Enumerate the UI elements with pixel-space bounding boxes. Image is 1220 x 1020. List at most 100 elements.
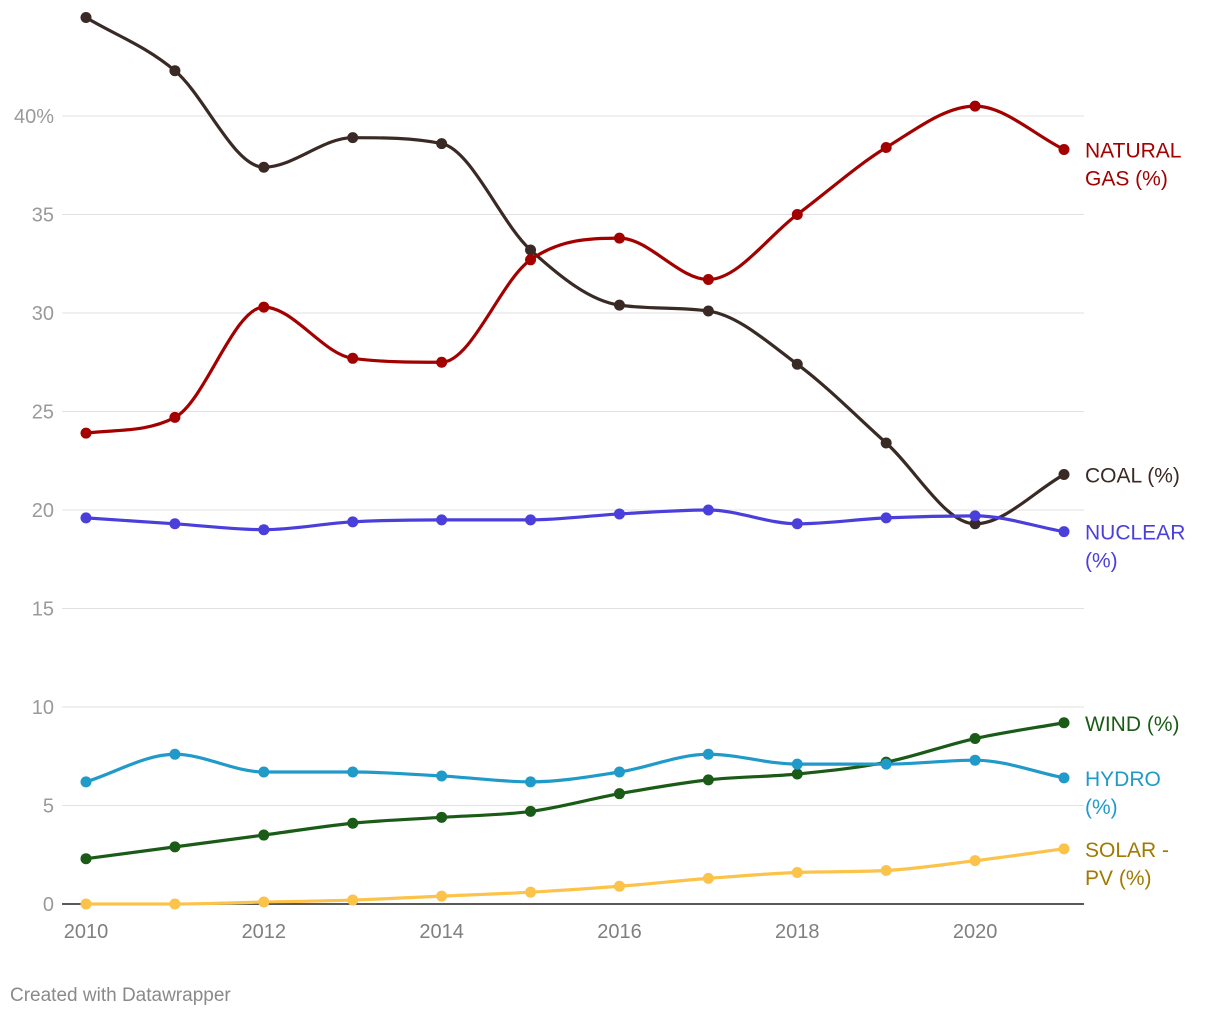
solar-pv-label: PV (%) [1085,867,1152,890]
hydro-label: (%) [1085,796,1118,819]
coal-point [525,244,537,256]
coal-point [613,299,625,311]
natural-gas-point [436,356,448,368]
wind-line [84,721,1066,861]
y-tick-label: 20 [32,500,54,522]
solar-pv-label: SOLAR - [1085,839,1169,862]
natural-gas-point [969,100,981,112]
wind-point [1058,717,1070,729]
y-axis: 0 5 10 15 20 25 30 35 40% [14,106,54,916]
nuclear-point [347,516,359,528]
x-tick-label: 2010 [64,921,109,943]
solar-pv-point [880,865,892,877]
x-tick-label: 2012 [242,921,287,943]
x-tick-label: 2018 [775,921,820,943]
gridlines [62,115,1084,905]
y-tick-label: 40% [14,106,54,128]
solar-pv-point [791,866,803,878]
nuclear-point [258,524,270,536]
wind-point [80,853,92,865]
x-tick-label: 2014 [419,921,464,943]
y-tick-label: 5 [43,796,54,818]
coal-point [791,358,803,370]
series-labels: COAL (%) NATURAL GAS (%) NUCLEAR (%) WIND (%)… [1085,139,1185,889]
nuclear-line [84,508,1066,534]
y-tick-label: 0 [43,894,54,916]
y-tick-label: 10 [32,697,54,719]
series-points [80,12,1070,910]
natural-gas-point [613,232,625,244]
solar-pv-point [969,855,981,867]
hydro-point [347,766,359,778]
wind-point [525,805,537,817]
natural-gas-point [702,274,714,286]
hydro-point [1058,772,1070,784]
hydro-point [80,776,92,788]
coal-point [80,12,92,23]
hydro-label: HYDRO [1085,768,1161,791]
natural-gas-label: NATURAL [1085,139,1181,162]
nuclear-point [436,514,448,526]
wind-point [258,829,270,841]
x-tick-label: 2020 [953,921,998,943]
solar-pv-point [525,886,537,898]
hydro-point [525,776,537,788]
hydro-line [84,752,1066,784]
solar-pv-point [613,880,625,892]
coal-label: COAL (%) [1085,465,1180,488]
hydro-point [880,758,892,770]
natural-gas-point [169,411,181,423]
solar-pv-point [436,890,448,902]
coal-point [702,305,714,317]
wind-label: WIND (%) [1085,713,1179,736]
y-tick-label: 30 [32,303,54,325]
solar-pv-point [169,898,181,910]
hydro-point [969,754,981,766]
natural-gas-point [880,142,892,154]
solar-pv-point [80,898,92,910]
nuclear-point [969,510,981,522]
wind-point [436,811,448,823]
coal-point [436,138,448,150]
nuclear-point [1058,526,1070,538]
wind-point [347,817,359,829]
footer-credit: Created with Datawrapper [10,985,231,1006]
solar-pv-point [702,872,714,884]
coal-line [84,15,1066,526]
natural-gas-point [791,209,803,220]
hydro-point [169,748,181,760]
natural-gas-line [84,104,1066,435]
y-tick-label: 15 [32,599,54,621]
wind-point [791,768,803,780]
y-tick-label: 25 [32,402,54,424]
nuclear-point [702,504,714,516]
nuclear-point [791,518,803,530]
natural-gas-point [1058,143,1070,155]
wind-point [613,788,625,800]
nuclear-point [525,514,537,526]
hydro-point [702,748,714,760]
nuclear-point [613,508,625,520]
hydro-point [258,766,270,778]
x-tick-label: 2016 [597,921,642,943]
coal-point [969,518,981,530]
solar-pv-point [1058,843,1070,855]
nuclear-point [80,512,92,524]
x-axis: 2010 2012 2014 2016 2018 2020 [64,921,998,943]
series-lines [84,15,1066,906]
natural-gas-point [80,427,92,439]
nuclear-label: NUCLEAR [1085,522,1185,545]
natural-gas-point [258,301,270,313]
coal-point [169,65,181,77]
solar-pv-point [258,896,270,908]
wind-point [169,841,181,853]
natural-gas-point [347,352,359,364]
wind-point [702,774,714,786]
nuclear-point [169,518,181,530]
nuclear-label: (%) [1085,550,1118,573]
natural-gas-point [525,254,537,266]
hydro-point [613,766,625,778]
coal-point [1058,469,1070,481]
hydro-point [436,770,448,782]
